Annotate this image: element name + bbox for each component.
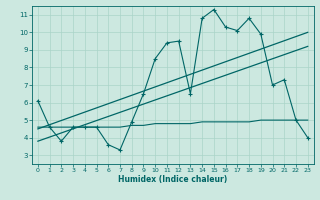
X-axis label: Humidex (Indice chaleur): Humidex (Indice chaleur) (118, 175, 228, 184)
